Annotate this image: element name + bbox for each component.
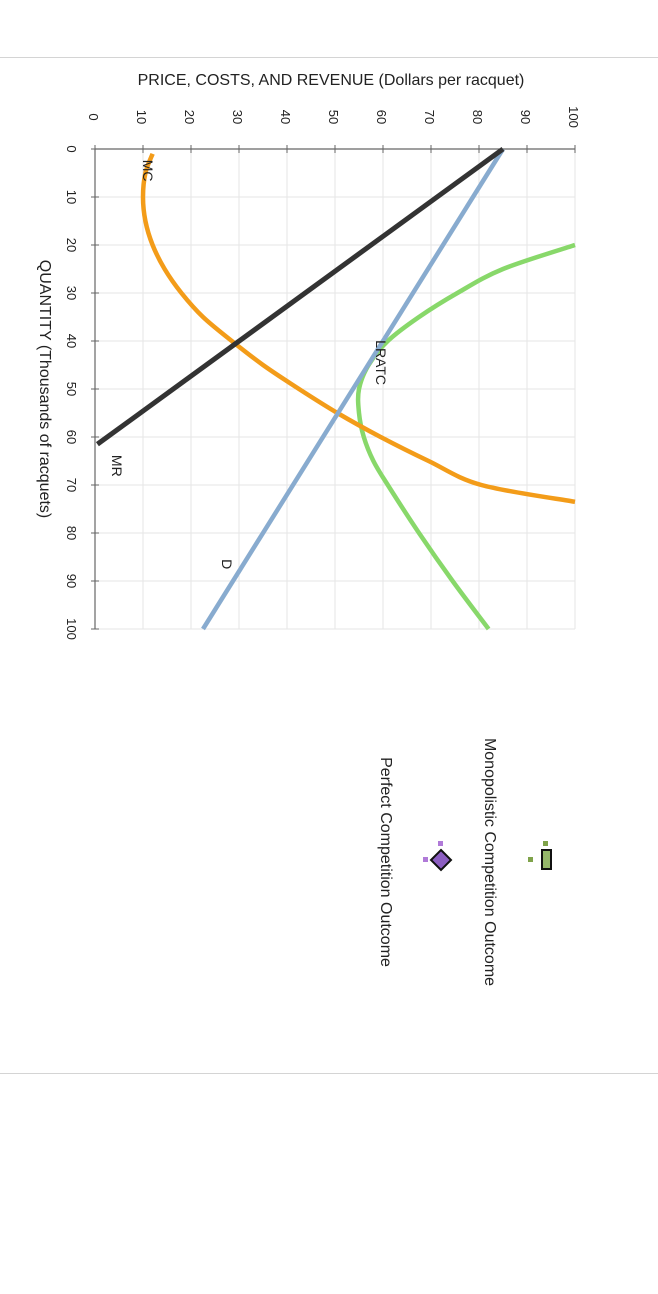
- series-mc-line: [140, 152, 576, 505]
- legend-dot-icon: [528, 857, 533, 862]
- quantity-tick-label: 100: [64, 618, 79, 640]
- green-rectangle-marker-icon: [541, 849, 552, 870]
- legend-dot-icon: [423, 857, 428, 862]
- series-lratc-line: [355, 242, 576, 631]
- quantity-tick-label: 40: [64, 334, 79, 348]
- quantity-tick-label: 30: [64, 286, 79, 300]
- purple-diamond-marker-icon: [429, 848, 453, 872]
- labels-layer: MC LRATC MR D: [109, 160, 389, 570]
- quantity-tick-label: 90: [64, 574, 79, 588]
- curve-label-mc: MC: [140, 160, 156, 182]
- quantity-tick-label: 60: [64, 430, 79, 444]
- price-tick-label: 100: [566, 106, 581, 128]
- price-tick-label: 10: [134, 110, 149, 124]
- price-tick-label: 20: [182, 110, 197, 124]
- price-tick-label: 60: [374, 110, 389, 124]
- quantity-axis-title: QUANTITY (Thousands of racquets): [36, 260, 53, 518]
- curve-label-d: D: [219, 559, 235, 569]
- price-tick-label: 50: [326, 110, 341, 124]
- legend-layer: Monopolistic Competition Outcome Perfect …: [377, 738, 552, 986]
- price-tick-label: 0: [86, 113, 101, 120]
- quantity-tick-label: 20: [64, 238, 79, 252]
- legend-dot-icon: [438, 841, 443, 846]
- price-tick-label: 90: [518, 110, 533, 124]
- price-tick-label: 40: [278, 110, 293, 124]
- series-d-line: [201, 147, 505, 631]
- legend-dot-icon: [543, 841, 548, 846]
- price-tick-label: 70: [422, 110, 437, 124]
- quantity-tick-label: 50: [64, 382, 79, 396]
- curves-layer: [95, 146, 576, 631]
- price-tick-label: 80: [470, 110, 485, 124]
- price-axis-title: PRICE, COSTS, AND REVENUE (Dollars per r…: [138, 72, 525, 89]
- legend-label-monopolistic: Monopolistic Competition Outcome: [481, 738, 498, 986]
- axes-layer: 0 10 20 30 40 50 60 70 80 90 100 0 10 20 30 40 50 60 70 80 9…: [36, 72, 581, 640]
- grid-layer: [95, 149, 576, 630]
- curve-label-lratc: LRATC: [373, 340, 389, 385]
- quantity-tick-label: 10: [64, 190, 79, 204]
- legend-label-perfect: Perfect Competition Outcome: [377, 757, 394, 967]
- series-mr-line: [95, 146, 505, 447]
- legend-item-perfect: Perfect Competition Outcome: [377, 757, 453, 967]
- bottom-divider: [0, 1073, 658, 1074]
- curve-label-mr: MR: [109, 455, 125, 477]
- quantity-tick-label: 80: [64, 526, 79, 540]
- quantity-tick-label: 0: [64, 145, 79, 152]
- legend-item-monopolistic: Monopolistic Competition Outcome: [481, 738, 552, 986]
- quantity-tick-label: 70: [64, 478, 79, 492]
- price-tick-label: 30: [230, 110, 245, 124]
- top-divider: [0, 57, 658, 58]
